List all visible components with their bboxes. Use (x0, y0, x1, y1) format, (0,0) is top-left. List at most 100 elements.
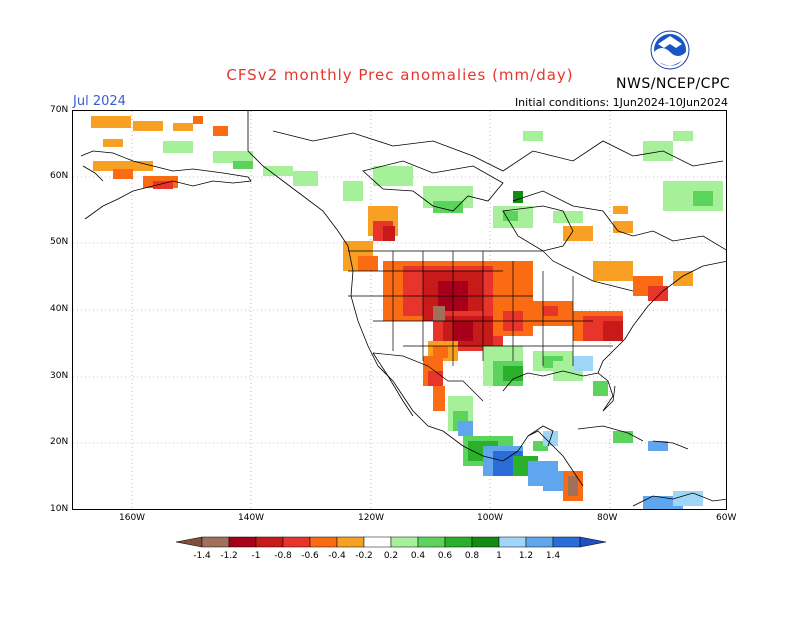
anomaly-cell (113, 169, 133, 179)
colorbar-labels: -1.4 -1.2 -1 -0.8 -0.6 -0.4 -0.2 0.2 0.4 0.6 0.8 1 1… (193, 551, 560, 561)
anomaly-cell (603, 321, 623, 341)
political-borders (348, 250, 634, 402)
anomaly-cell (453, 321, 473, 341)
anomaly-cell (163, 141, 193, 153)
colorbar-swatch (390, 536, 419, 548)
colorbar-tick-label: -0.2 (355, 551, 373, 561)
lat-label-70n: 70N (50, 105, 69, 115)
anomaly-cell (233, 161, 253, 169)
valid-month-label: Jul 2024 (73, 94, 126, 109)
lon-label-160w: 160W (119, 513, 146, 523)
colorbar-tick-label: 0.8 (465, 551, 480, 561)
anomaly-cell (153, 181, 173, 189)
anomaly-shading (91, 116, 723, 509)
anomaly-cell (673, 271, 693, 286)
colorbar-swatch (444, 536, 473, 548)
anomaly-cell (263, 166, 293, 176)
lat-label-20n: 20N (50, 437, 69, 447)
lat-label-40n: 40N (50, 304, 69, 314)
lon-label-80w: 80W (597, 513, 618, 523)
colorbar-right-arrow (579, 536, 607, 548)
colorbar-tick-label: 1 (496, 551, 502, 561)
anomaly-cell (458, 421, 473, 436)
noaa-logo-icon (650, 30, 690, 70)
anomaly-cell (373, 166, 413, 186)
colorbar-swatch (336, 536, 365, 548)
anomaly-cell (433, 306, 445, 321)
colorbar-swatch (363, 536, 392, 548)
colorbar-legend: -1.4 -1.2 -1 -0.8 -0.6 -0.4 -0.2 0.2 0.4 0.6 0.8 1 1… (175, 536, 607, 561)
colorbar-swatch (282, 536, 311, 548)
colorbar-tick-label: -0.4 (328, 551, 346, 561)
anomaly-cell (593, 261, 633, 281)
map-canvas (73, 111, 726, 509)
anomaly-cell (433, 346, 448, 358)
lon-label-120w: 120W (358, 513, 385, 523)
anomaly-cell (343, 181, 363, 201)
anomaly-cell (293, 171, 318, 186)
colorbar-tick-label: 0.4 (411, 551, 426, 561)
colorbar-swatch (201, 536, 230, 548)
anomaly-cell (613, 206, 628, 214)
anomaly-cell (193, 116, 203, 124)
anomaly-cell (648, 441, 668, 451)
colorbar-tick-label: -1 (252, 551, 261, 561)
anomaly-cell (513, 191, 523, 203)
lat-label-10n: 10N (50, 504, 69, 514)
anomaly-cell (173, 123, 193, 131)
colorbar-tick-label: 0.6 (438, 551, 453, 561)
lon-label-140w: 140W (238, 513, 265, 523)
anomaly-cell (103, 139, 123, 147)
anomaly-cell (648, 286, 668, 301)
anomaly-cell (91, 116, 131, 128)
anomaly-cell (523, 131, 543, 141)
colorbar-swatch (309, 536, 338, 548)
anomaly-cell (563, 226, 593, 241)
anomaly-cell (643, 141, 673, 161)
colorbar-swatch (417, 536, 446, 548)
anomaly-cell (553, 211, 583, 223)
agency-label: NWS/NCEP/CPC (616, 76, 731, 92)
colorbar-tick-label: 1.4 (546, 551, 561, 561)
anomaly-cell (543, 306, 558, 316)
colorbar-swatch (498, 536, 527, 548)
colorbar-tick-label: -0.6 (301, 551, 319, 561)
lat-label-60n: 60N (50, 171, 69, 181)
colorbar-left-arrow (175, 536, 203, 548)
initial-conditions-label: Initial conditions: 1Jun2024-10Jun2024 (514, 96, 728, 109)
lon-label-100w: 100W (477, 513, 504, 523)
anomaly-cell (133, 121, 163, 131)
precip-anomaly-map (72, 110, 727, 510)
colorbar-tick-label: -1.4 (193, 551, 211, 561)
lat-label-30n: 30N (50, 371, 69, 381)
anomaly-cell (213, 126, 228, 136)
anomaly-cell (213, 151, 253, 163)
anomaly-cell (428, 371, 443, 386)
anomaly-cell (613, 431, 633, 443)
anomaly-cell (503, 211, 518, 221)
anomaly-cell (568, 476, 578, 496)
colorbar-tick-label: 1.2 (519, 551, 533, 561)
anomaly-cell (593, 381, 608, 396)
anomaly-cell (693, 191, 713, 206)
colorbar-swatch (552, 536, 581, 548)
coastlines (80, 111, 726, 507)
colorbar-tick-label: -1.2 (220, 551, 238, 561)
anomaly-cell (613, 221, 633, 233)
colorbar-swatches (175, 536, 607, 548)
anomaly-cell (433, 201, 463, 213)
anomaly-cell (673, 491, 703, 506)
anomaly-cell (433, 386, 445, 411)
lon-label-60w: 60W (716, 513, 737, 523)
colorbar-swatch (255, 536, 284, 548)
colorbar-swatch (228, 536, 257, 548)
colorbar-tick-label: 0.2 (384, 551, 398, 561)
anomaly-cell (533, 441, 548, 451)
anomaly-cell (383, 226, 395, 241)
colorbar-swatch (471, 536, 500, 548)
anomaly-cell (93, 161, 153, 171)
colorbar-swatch (525, 536, 554, 548)
lat-label-50n: 50N (50, 237, 69, 247)
anomaly-cell (358, 256, 378, 271)
anomaly-cell (673, 131, 693, 141)
